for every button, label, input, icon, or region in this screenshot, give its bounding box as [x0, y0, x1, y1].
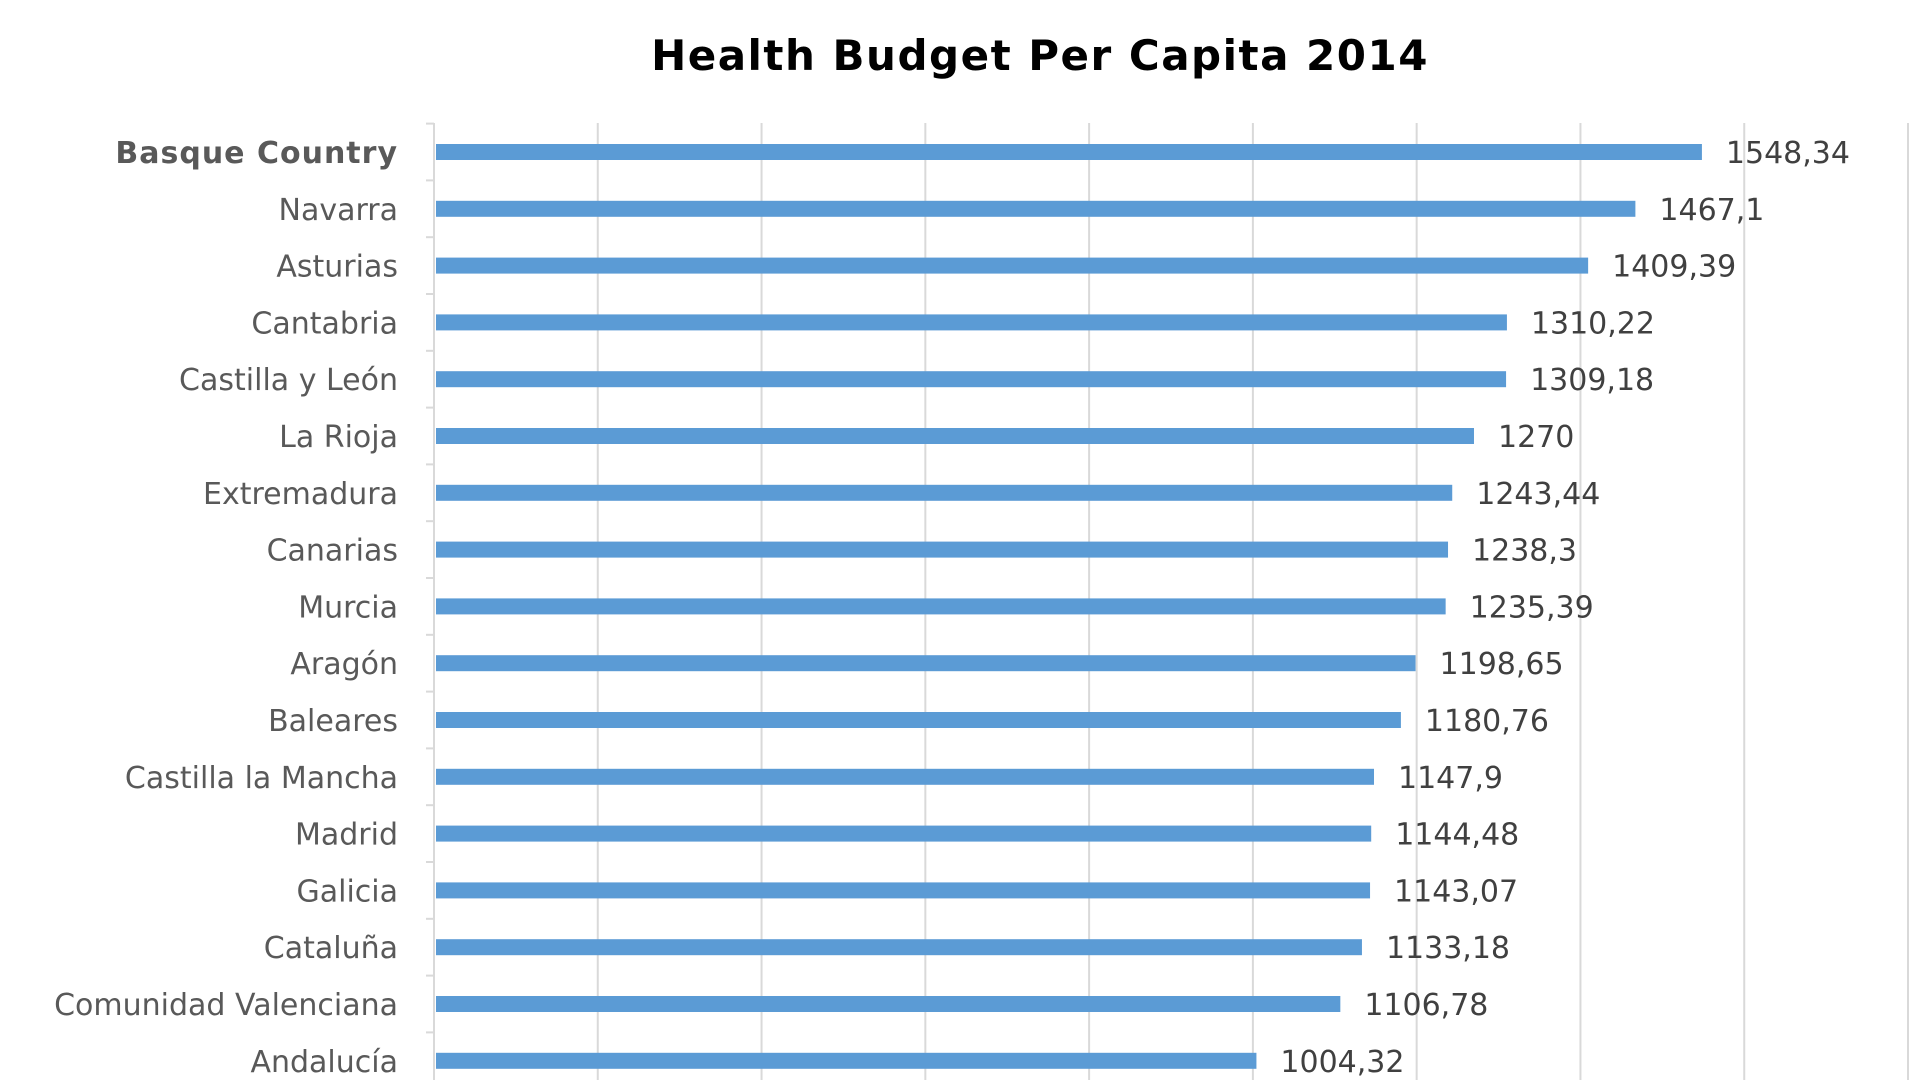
data-label: 1180,76 — [1425, 704, 1549, 739]
category-label: Andalucía — [250, 1045, 398, 1080]
bar — [436, 144, 1702, 160]
data-label: 1238,3 — [1472, 534, 1577, 569]
category-label: Castilla la Mancha — [125, 761, 398, 796]
data-label: 1133,18 — [1386, 931, 1510, 966]
data-label: 1310,22 — [1531, 306, 1655, 341]
data-label: 1004,32 — [1280, 1045, 1404, 1080]
category-label: Cataluña — [264, 931, 398, 966]
bar — [436, 882, 1371, 899]
category-label: Murcia — [298, 590, 398, 625]
category-label: Castilla y León — [179, 363, 398, 398]
category-label: Navarra — [279, 193, 399, 228]
category-label: Galicia — [296, 874, 398, 909]
category-label: Basque Country — [115, 136, 398, 171]
y-axis — [426, 122, 435, 1080]
category-label: Asturias — [276, 250, 398, 285]
bar — [436, 996, 1341, 1012]
data-label: 1467,1 — [1659, 193, 1764, 228]
data-label: 1147,9 — [1398, 761, 1503, 796]
category-label: Madrid — [295, 818, 398, 853]
data-label: 1548,34 — [1726, 136, 1850, 171]
data-label: 1144,48 — [1395, 818, 1519, 853]
bar — [436, 768, 1375, 785]
data-label: 1270 — [1498, 420, 1574, 455]
data-label: 1409,39 — [1612, 250, 1736, 285]
category-label: Cantabria — [251, 306, 398, 341]
category-label: Aragón — [290, 647, 398, 682]
data-label: 1309,18 — [1530, 363, 1654, 398]
bar — [436, 371, 1507, 388]
chart-title: Health Budget Per Capita 2014 — [651, 31, 1429, 80]
data-labels: 1548,34 1467,1 1409,39 1310,22 1309,18 1270 12… — [1280, 136, 1850, 1080]
category-label: Baleares — [268, 704, 398, 739]
bars — [436, 144, 1702, 1069]
bar — [436, 1052, 1257, 1069]
category-label: Canarias — [267, 534, 398, 569]
category-label: Extremadura — [203, 477, 398, 512]
category-label: Comunidad Valenciana — [54, 988, 398, 1023]
data-label: 1243,44 — [1476, 477, 1600, 512]
bar — [436, 712, 1401, 728]
bar — [436, 314, 1507, 331]
bar — [436, 541, 1449, 558]
bar — [436, 200, 1636, 217]
bar — [436, 655, 1416, 672]
category-label: La Rioja — [279, 420, 398, 455]
data-label: 1235,39 — [1470, 590, 1594, 625]
bar — [436, 484, 1453, 501]
bar — [436, 825, 1372, 842]
bar — [436, 598, 1446, 615]
data-label: 1106,78 — [1364, 988, 1488, 1023]
bar — [436, 939, 1362, 956]
data-label: 1198,65 — [1440, 647, 1564, 682]
bar — [436, 257, 1589, 274]
data-label: 1143,07 — [1394, 874, 1518, 909]
category-labels: Basque Country Navarra Asturias Cantabria Ca… — [54, 136, 398, 1080]
bar — [436, 428, 1474, 444]
